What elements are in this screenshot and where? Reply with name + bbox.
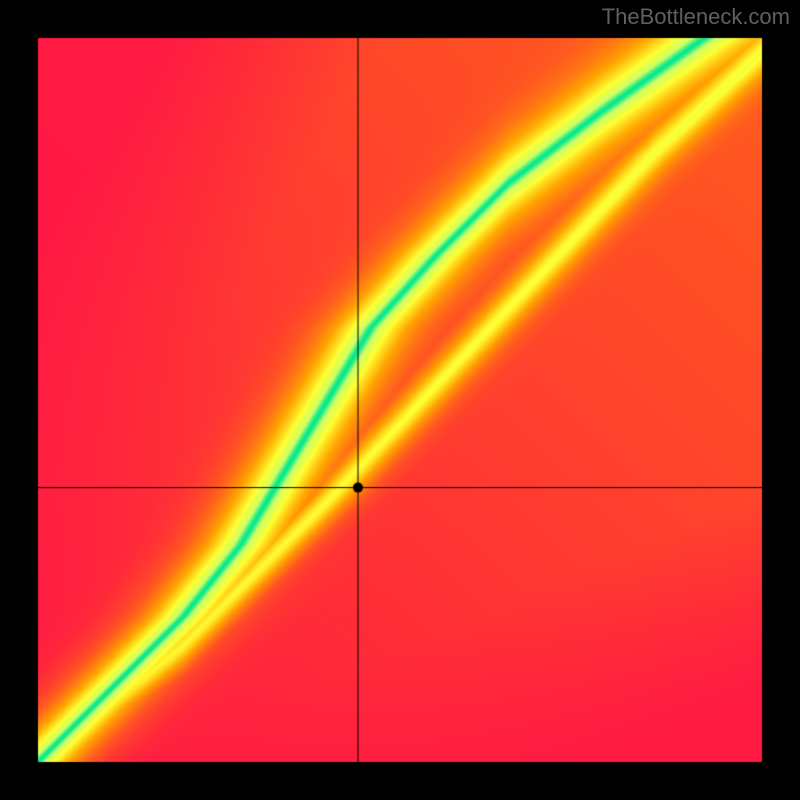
heatmap-canvas [0, 0, 800, 800]
chart-container: TheBottleneck.com [0, 0, 800, 800]
watermark-text: TheBottleneck.com [602, 4, 790, 30]
